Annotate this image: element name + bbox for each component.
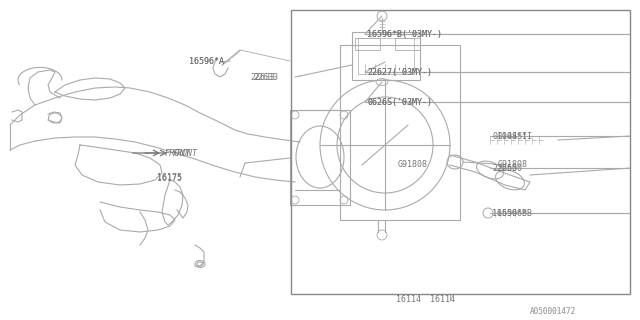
Text: A050001472: A050001472 xyxy=(530,308,576,316)
Text: 16596*A: 16596*A xyxy=(189,57,224,66)
Text: 22627('03MY-): 22627('03MY-) xyxy=(367,68,432,76)
Text: 16175: 16175 xyxy=(157,172,182,181)
Text: 16114: 16114 xyxy=(396,294,421,303)
Text: 22633: 22633 xyxy=(253,73,278,82)
Bar xyxy=(352,32,420,80)
Text: 16596*A: 16596*A xyxy=(189,57,224,66)
Text: 16596*B('03MY-): 16596*B('03MY-) xyxy=(367,29,442,38)
Text: 0626S('03MY-): 0626S('03MY-) xyxy=(367,98,432,107)
Text: FRONT: FRONT xyxy=(165,148,191,157)
Text: FRONT: FRONT xyxy=(173,148,198,157)
Bar xyxy=(290,110,350,205)
Text: 22650: 22650 xyxy=(497,164,522,172)
Text: 16114: 16114 xyxy=(430,294,455,303)
Bar xyxy=(340,45,460,220)
Text: 16596*B: 16596*B xyxy=(497,209,532,218)
Text: G91808: G91808 xyxy=(498,159,528,169)
Text: G91808: G91808 xyxy=(398,159,428,169)
Bar xyxy=(291,10,630,294)
Text: 16175: 16175 xyxy=(157,173,182,182)
Text: 22650: 22650 xyxy=(492,164,517,172)
Text: 0104S*I: 0104S*I xyxy=(492,132,527,140)
Text: 22633: 22633 xyxy=(250,73,275,82)
Bar xyxy=(355,38,380,50)
Text: 22627('03MY-): 22627('03MY-) xyxy=(367,68,432,76)
Text: A050001472: A050001472 xyxy=(530,308,576,316)
Text: 0626S('03MY-): 0626S('03MY-) xyxy=(367,98,432,107)
Text: 16596*B('03MY-): 16596*B('03MY-) xyxy=(367,29,442,38)
Bar xyxy=(358,38,414,74)
Text: 0104S*I: 0104S*I xyxy=(497,132,532,140)
Text: 16596*B: 16596*B xyxy=(492,209,527,218)
Bar xyxy=(395,38,420,50)
